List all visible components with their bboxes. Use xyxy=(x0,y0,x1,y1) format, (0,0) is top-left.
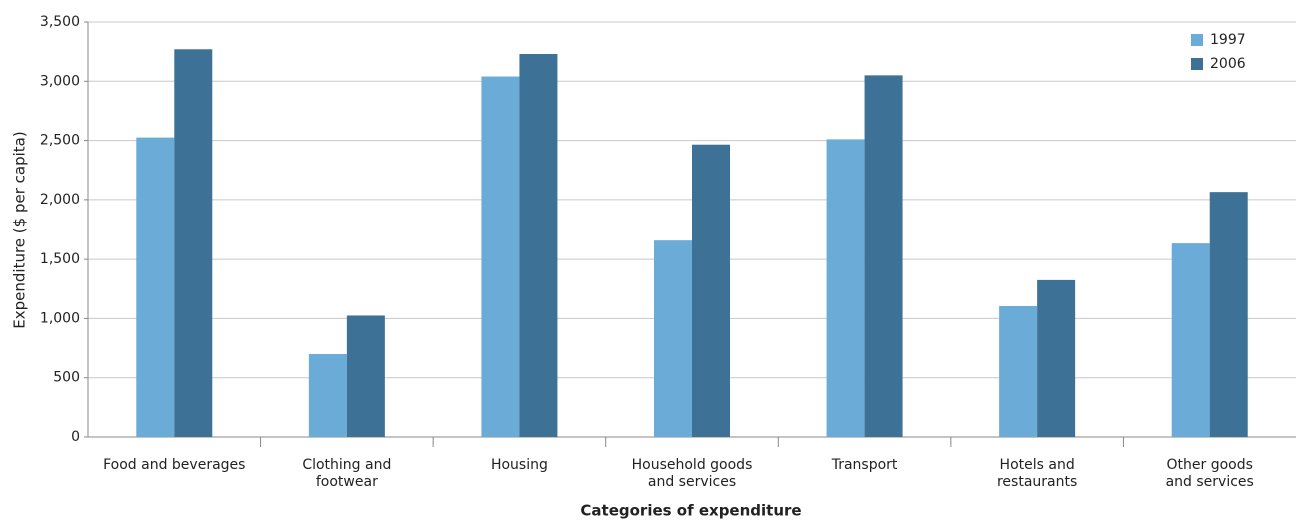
bar xyxy=(346,315,385,437)
y-tick-label: 3,000 xyxy=(40,73,80,89)
bar xyxy=(308,354,347,437)
y-tick-label: 0 xyxy=(71,429,80,445)
bar xyxy=(1171,243,1210,437)
bar xyxy=(692,144,730,437)
bar xyxy=(519,54,558,438)
y-tick-label: 1,000 xyxy=(40,310,80,326)
y-tick-label: 3,500 xyxy=(40,14,80,30)
legend-swatch xyxy=(1191,58,1203,70)
legend-label: 1997 xyxy=(1210,32,1246,48)
x-tick-label: Food and beverages xyxy=(103,457,245,473)
legend-swatch xyxy=(1191,34,1203,46)
y-axis-label: Expenditure ($ per capita) xyxy=(11,131,29,328)
x-tick-label: restaurants xyxy=(997,474,1077,490)
y-tick-label: 1,500 xyxy=(40,251,80,267)
x-tick-label: Clothing and xyxy=(302,457,391,473)
y-tick-label: 2,000 xyxy=(40,192,80,208)
x-tick-label: Housing xyxy=(491,457,548,473)
bar xyxy=(864,75,903,437)
x-tick-label: Hotels and xyxy=(1000,457,1075,473)
x-tick-label: Other goods xyxy=(1167,457,1253,473)
x-tick-label: and services xyxy=(1166,474,1254,490)
legend-label: 2006 xyxy=(1210,56,1246,72)
x-tick-label: Transport xyxy=(831,457,898,473)
y-tick-label: 500 xyxy=(53,370,80,386)
y-tick-label: 2,500 xyxy=(40,133,80,149)
bar xyxy=(826,139,865,437)
bar xyxy=(136,137,175,437)
bar xyxy=(654,240,692,437)
bar xyxy=(1209,192,1248,437)
x-tick-label: Household goods xyxy=(632,457,753,473)
bar xyxy=(174,49,213,438)
x-tick-label: footwear xyxy=(316,474,378,490)
bar xyxy=(1037,279,1076,437)
bar xyxy=(481,76,520,438)
x-axis-label: Categories of expenditure xyxy=(580,502,801,520)
x-tick-label: and services xyxy=(648,474,736,490)
bar xyxy=(999,305,1038,437)
